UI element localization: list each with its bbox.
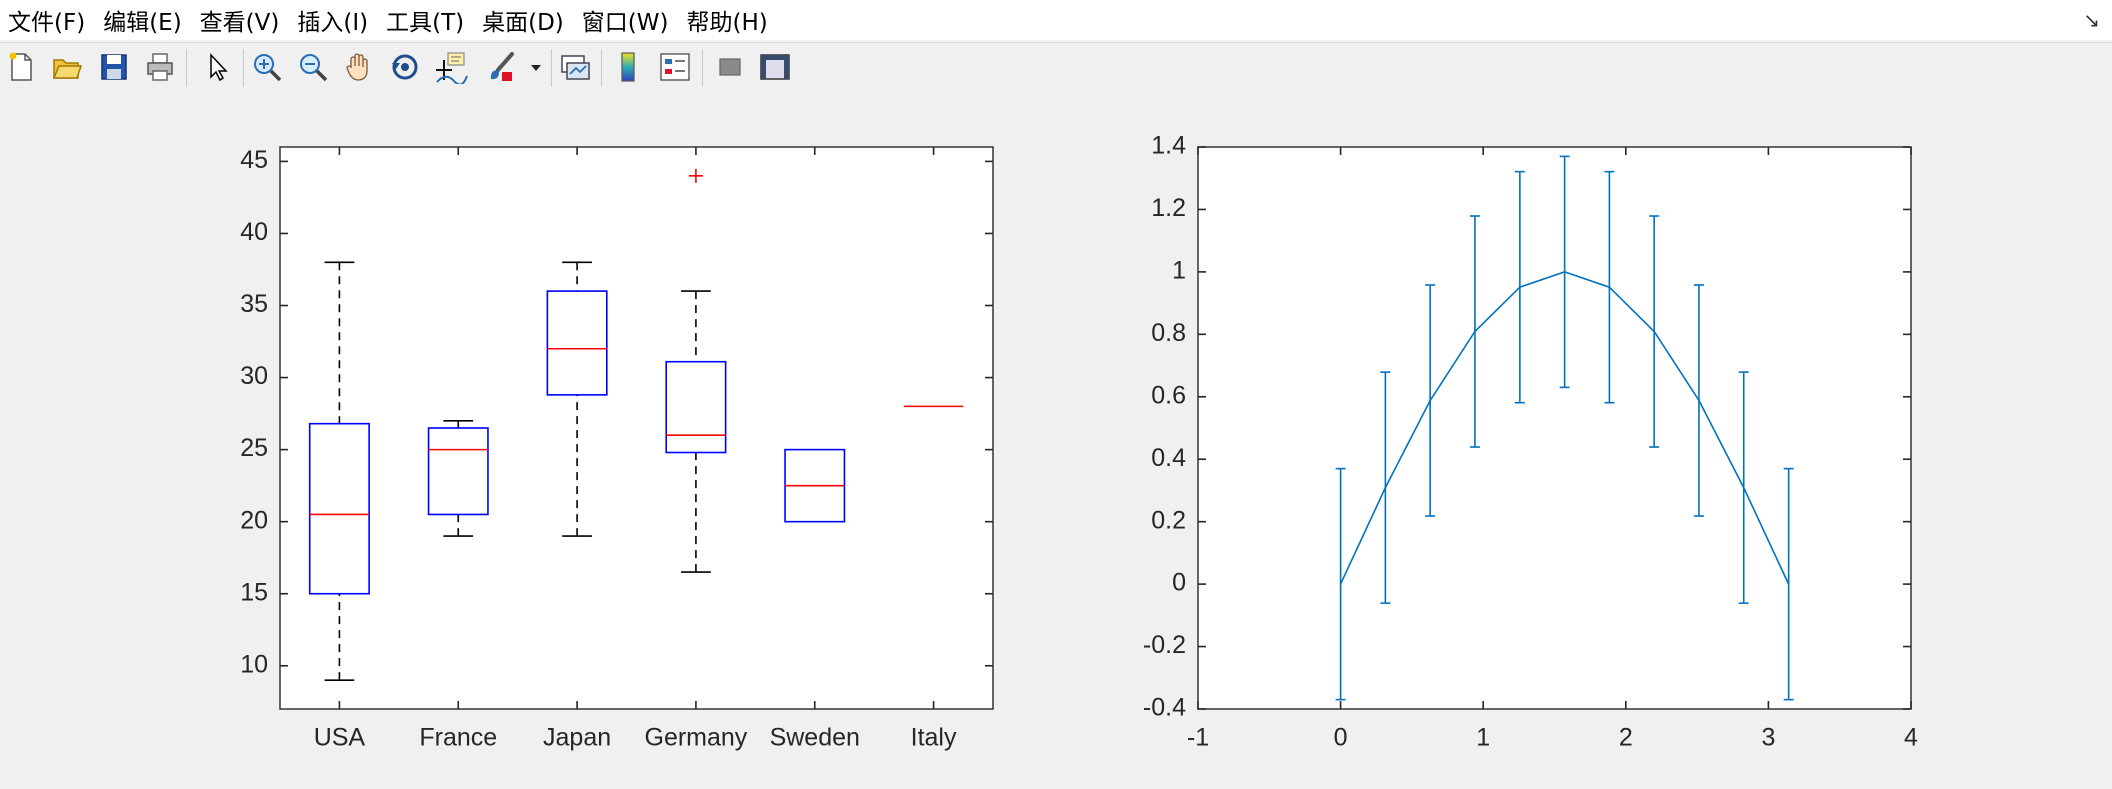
menu-tools[interactable]: 工具(T): [386, 10, 465, 36]
errorbar-ytick-label: 0.8: [1151, 319, 1186, 347]
hide-plot-tools-icon[interactable]: [713, 50, 747, 84]
errorbar-ytick-label: 0.2: [1151, 506, 1186, 534]
menu-edit[interactable]: 编辑(E): [103, 10, 182, 36]
menubar: 文件(F) 编辑(E) 查看(V) 插入(I) 工具(T) 桌面(D) 窗口(W…: [0, 0, 2112, 40]
boxplot-ytick-label: 10: [240, 650, 268, 678]
menu-desktop[interactable]: 桌面(D): [482, 10, 564, 36]
boxplot-box: [665, 360, 727, 454]
errorbar-ytick-label: -0.2: [1143, 631, 1186, 659]
boxplot-ytick-label: 30: [240, 362, 268, 390]
brush-dropdown-icon[interactable]: [526, 50, 546, 84]
errorbar-axes: [1197, 146, 1912, 710]
boxplot-axes: [279, 146, 994, 710]
boxplot-box: [427, 427, 489, 516]
show-plot-tools-icon[interactable]: [758, 50, 792, 84]
edit-plot-arrow-icon[interactable]: [200, 50, 234, 84]
boxplot-ytick-label: 25: [240, 434, 268, 462]
errorbar-xtick-label: 0: [1334, 724, 1348, 752]
menu-file[interactable]: 文件(F): [8, 10, 86, 36]
zoom-out-icon[interactable]: [296, 50, 330, 84]
menu-help[interactable]: 帮助(H): [686, 10, 768, 36]
colorbar-icon[interactable]: [612, 50, 646, 84]
errorbar-xtick-label: 2: [1619, 724, 1633, 752]
errorbar-xtick-label: 3: [1761, 724, 1775, 752]
save-icon[interactable]: [97, 50, 131, 84]
boxplot-ytick-label: 45: [240, 146, 268, 174]
boxplot-xtick-label: USA: [314, 724, 366, 752]
pan-hand-icon[interactable]: [342, 50, 376, 84]
zoom-in-icon[interactable]: [250, 50, 284, 84]
errorbar-ytick-label: 0: [1172, 569, 1186, 597]
boxplot-ytick-label: 15: [240, 578, 268, 606]
new-file-icon[interactable]: [4, 50, 38, 84]
boxplot-xtick-label: Sweden: [770, 724, 860, 752]
rotate-3d-icon[interactable]: [388, 50, 422, 84]
errorbar-ytick-label: 0.6: [1151, 381, 1186, 409]
menu-view[interactable]: 查看(V): [199, 10, 280, 36]
link-plot-icon[interactable]: [558, 50, 592, 84]
legend-icon[interactable]: [658, 50, 692, 84]
boxplot-xtick-label: Japan: [543, 724, 611, 752]
menu-window[interactable]: 窗口(W): [581, 10, 669, 36]
boxplot-box: [546, 290, 608, 396]
boxplot-box: [308, 422, 370, 595]
figure-toolbar: [0, 42, 2112, 94]
errorbar-ytick-label: 1.2: [1151, 194, 1186, 222]
open-file-icon[interactable]: [50, 50, 84, 84]
errorbar-xtick-label: 1: [1476, 724, 1490, 752]
errorbar-ytick-label: 0.4: [1151, 444, 1186, 472]
data-cursor-icon[interactable]: [434, 50, 468, 84]
boxplot-xtick-label: France: [419, 724, 497, 752]
errorbar-xtick-label: -1: [1187, 724, 1209, 752]
boxplot-ytick-label: 20: [240, 506, 268, 534]
brush-icon[interactable]: [484, 50, 518, 84]
errorbar-ytick-label: 1.4: [1151, 132, 1186, 160]
boxplot-xtick-label: Italy: [911, 724, 957, 752]
menu-insert[interactable]: 插入(I): [297, 10, 369, 36]
dock-arrow-icon[interactable]: ↘: [2083, 8, 2100, 32]
errorbar-ytick-label: 1: [1172, 256, 1186, 284]
boxplot-ytick-label: 40: [240, 218, 268, 246]
print-icon[interactable]: [143, 50, 177, 84]
errorbar-xtick-label: 4: [1904, 724, 1918, 752]
boxplot-ytick-label: 35: [240, 290, 268, 318]
figure-canvas: 10 15 20 25 30 35 40 45 USA France Japan Germany Swe…: [0, 93, 2112, 785]
boxplot-xtick-label: Germany: [645, 724, 748, 752]
errorbar-ytick-label: -0.4: [1143, 694, 1186, 722]
